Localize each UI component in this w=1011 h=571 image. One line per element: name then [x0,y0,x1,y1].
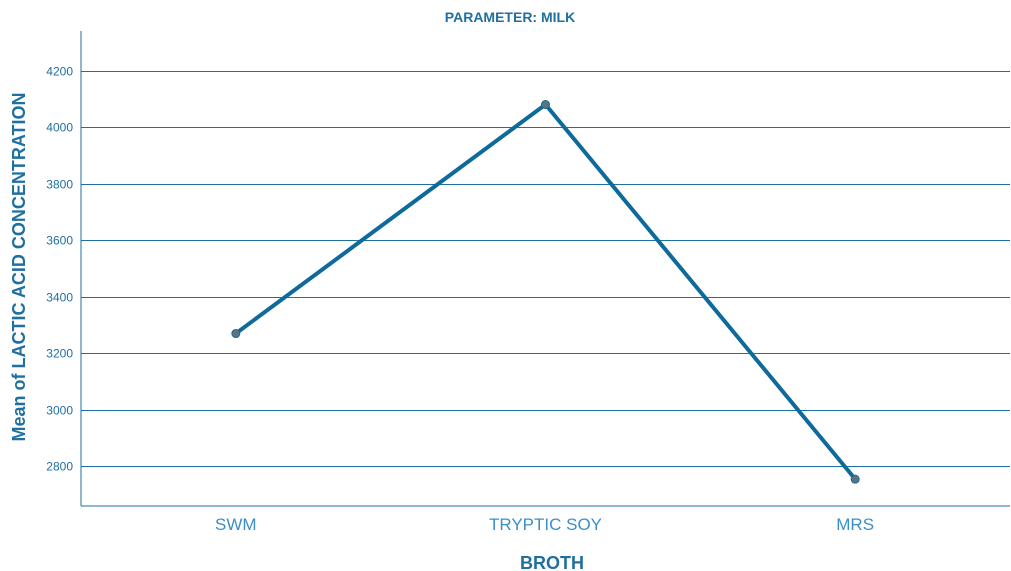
data-point [231,329,241,339]
x-tick-label: SWM [215,515,257,534]
y-axis-ticks: 2800 3000 3200 3400 3600 3800 4000 4200 [46,65,73,474]
series-layer [231,100,860,484]
y-tick-label: 4000 [46,121,73,135]
y-axis-label: Mean of LACTIC ACID CONCENTRATION [9,93,29,442]
y-tick-label: 3200 [46,347,73,361]
x-axis-ticks: SWM TRYPTIC SOY MRS [215,515,874,534]
x-tick-label: MRS [836,515,874,534]
series-line [233,102,858,482]
grid-lines [81,71,1010,467]
y-tick-label: 3600 [46,234,73,248]
x-axis-label: BROTH [520,553,584,571]
y-tick-label: 3800 [46,178,73,192]
y-tick-label: 3000 [46,404,73,418]
y-tick-label: 2800 [46,460,73,474]
y-tick-label: 4200 [46,65,73,79]
data-point [850,474,860,484]
x-tick-label: TRYPTIC SOY [489,515,602,534]
chart-title: PARAMETER: MILK [445,9,575,25]
y-tick-label: 3400 [46,291,73,305]
plot-frame [80,31,1010,507]
data-point [541,100,550,110]
